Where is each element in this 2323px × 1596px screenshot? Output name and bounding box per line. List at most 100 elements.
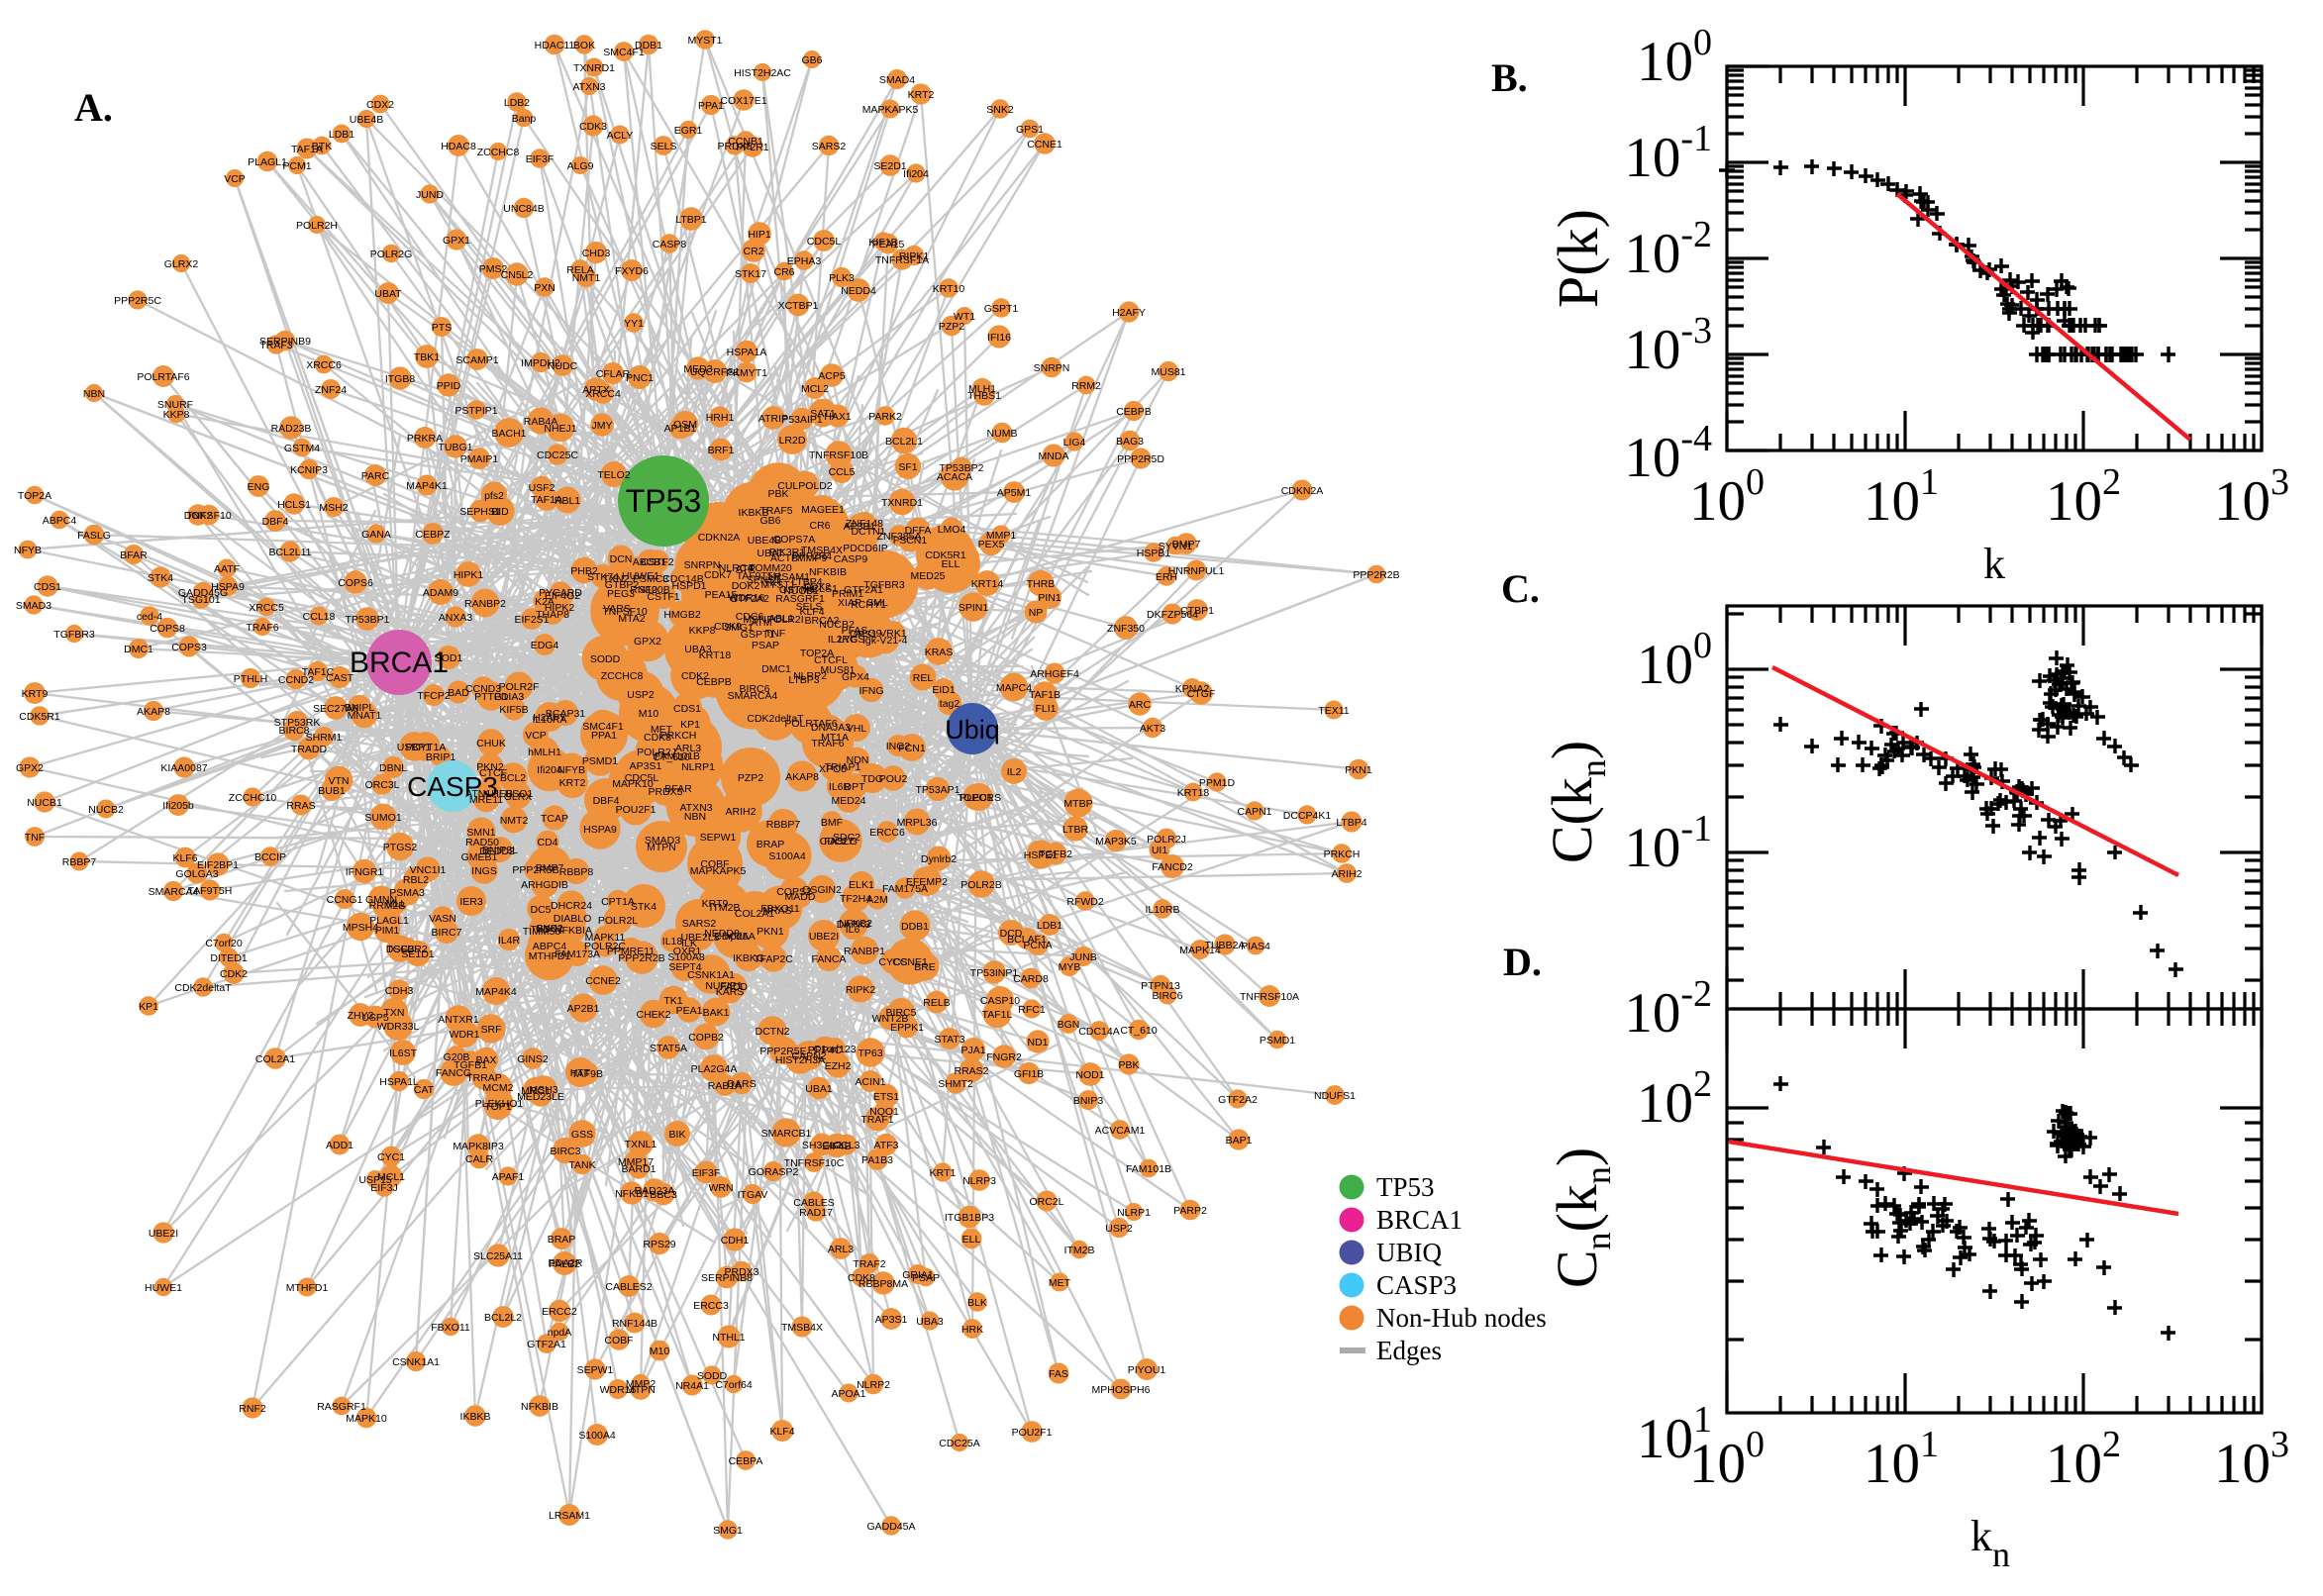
svg-text:ACVCAM1: ACVCAM1	[1095, 1125, 1146, 1137]
svg-text:CCNG1: CCNG1	[327, 894, 363, 906]
svg-text:LTBP4: LTBP4	[1336, 817, 1366, 829]
svg-text:TKT: TKT	[763, 577, 783, 589]
svg-text:Banp: Banp	[512, 113, 537, 125]
svg-text:RNF2: RNF2	[239, 1403, 266, 1415]
svg-text:CDK2deltaT: CDK2deltaT	[747, 713, 804, 725]
svg-text:WDR16: WDR16	[600, 1384, 637, 1396]
svg-text:NLRP1: NLRP1	[1117, 1207, 1151, 1219]
svg-text:BIRC6: BIRC6	[1153, 990, 1183, 1002]
svg-text:PSAP: PSAP	[752, 640, 779, 651]
svg-text:LR2D: LR2D	[779, 435, 806, 447]
svg-text:K2A: K2A	[535, 596, 555, 608]
svg-text:TNFRSF10B: TNFRSF10B	[809, 449, 868, 461]
svg-text:SEPHS1: SEPHS1	[459, 506, 501, 518]
svg-text:CSTF1: CSTF1	[647, 591, 679, 603]
svg-text:COX17E1: COX17E1	[720, 95, 766, 107]
svg-text:HIST2H2AC: HIST2H2AC	[734, 67, 791, 79]
svg-text:HSPA1A: HSPA1A	[727, 347, 767, 358]
svg-text:HUWE1: HUWE1	[145, 1282, 182, 1294]
svg-text:TXNL1: TXNL1	[625, 1139, 657, 1150]
svg-text:BAK1: BAK1	[703, 1007, 730, 1019]
svg-text:TP53INP1: TP53INP1	[970, 967, 1019, 979]
svg-text:MET: MET	[1049, 1277, 1071, 1289]
svg-text:EZH2: EZH2	[825, 1060, 852, 1072]
svg-text:ARC: ARC	[1129, 699, 1152, 711]
svg-text:HIST2H3A: HIST2H3A	[775, 1054, 825, 1066]
svg-text:CABLES2: CABLES2	[605, 1281, 652, 1293]
svg-text:FAS: FAS	[1049, 1368, 1068, 1380]
svg-text:SMN1: SMN1	[466, 827, 495, 839]
svg-text:CSNK1A1: CSNK1A1	[392, 1356, 440, 1368]
svg-text:PPP2R5B: PPP2R5B	[512, 864, 558, 876]
svg-text:npdA: npdA	[548, 1327, 572, 1339]
svg-text:YY1: YY1	[624, 318, 644, 330]
svg-text:TX5: TX5	[530, 924, 549, 936]
svg-text:DCCP4K1: DCCP4K1	[1283, 810, 1332, 822]
svg-text:NEDD4: NEDD4	[841, 285, 876, 297]
svg-text:KCNIP3: KCNIP3	[290, 464, 328, 476]
svg-text:PDIA3: PDIA3	[494, 691, 525, 703]
svg-text:CCND2: CCND2	[278, 674, 314, 686]
svg-text:CR2: CR2	[743, 246, 763, 257]
svg-text:RNF144B: RNF144B	[612, 1318, 657, 1330]
svg-text:ITGB8: ITGB8	[385, 373, 416, 385]
svg-text:MPSH4: MPSH4	[343, 922, 378, 934]
svg-text:HCLS1: HCLS1	[277, 499, 311, 511]
svg-text:CASP3: CASP3	[1376, 1270, 1457, 1300]
svg-text:PRDX3: PRDX3	[724, 1266, 758, 1278]
svg-text:PRKCH: PRKCH	[1324, 848, 1361, 860]
svg-text:NBN: NBN	[83, 388, 105, 400]
svg-text:MAPK10: MAPK10	[346, 1413, 387, 1425]
svg-text:DCTN2: DCTN2	[755, 1026, 789, 1038]
svg-text:NTHL1: NTHL1	[712, 1332, 745, 1344]
svg-text:ZHY2: ZHY2	[348, 1010, 374, 1022]
svg-text:CDS1: CDS1	[34, 581, 61, 593]
svg-text:TNF: TNF	[25, 832, 45, 844]
svg-text:KRT18: KRT18	[1177, 787, 1210, 799]
svg-text:NUDC: NUDC	[548, 360, 578, 372]
svg-text:KKP8: KKP8	[163, 409, 190, 421]
svg-text:SUMO1: SUMO1	[364, 812, 402, 824]
svg-text:KPNA2: KPNA2	[1175, 683, 1210, 695]
svg-text:CDK5R1: CDK5R1	[925, 549, 966, 561]
svg-text:CHD3: CHD3	[582, 248, 611, 259]
svg-text:IFNGR1: IFNGR1	[346, 866, 384, 878]
svg-text:SMARCB1: SMARCB1	[761, 1128, 812, 1140]
svg-text:COL2A1: COL2A1	[255, 1053, 295, 1065]
svg-text:CEBPZ: CEBPZ	[415, 529, 451, 541]
svg-text:BCL2: BCL2	[500, 772, 526, 784]
svg-text:CALR: CALR	[465, 1153, 493, 1165]
svg-text:JUNB: JUNB	[1069, 951, 1096, 963]
svg-text:PRKRA: PRKRA	[407, 433, 443, 445]
svg-text:CHEK2: CHEK2	[636, 1009, 670, 1021]
svg-text:TNFRSF1A: TNFRSF1A	[875, 254, 929, 266]
svg-text:COPB2: COPB2	[688, 1032, 724, 1044]
svg-text:GPX2: GPX2	[16, 762, 44, 774]
svg-text:B.: B.	[1491, 55, 1528, 100]
svg-text:CDH1: CDH1	[721, 1235, 750, 1247]
svg-text:DKFZP564: DKFZP564	[1147, 609, 1198, 621]
svg-text:RRM2B: RRM2B	[369, 900, 406, 912]
svg-text:TANK: TANK	[568, 1159, 595, 1171]
svg-text:CDC14A: CDC14A	[1078, 1026, 1119, 1038]
svg-text:BNIPL: BNIPL	[345, 702, 375, 714]
svg-text:CEBPB: CEBPB	[696, 676, 732, 688]
svg-text:POLR2H: POLR2H	[296, 220, 338, 232]
svg-text:WDR1: WDR1	[450, 1029, 480, 1041]
svg-text:VCP: VCP	[224, 173, 246, 185]
svg-text:AKAP8: AKAP8	[137, 706, 170, 718]
svg-text:ELL: ELL	[962, 1234, 981, 1246]
svg-text:CEBPB: CEBPB	[1116, 406, 1152, 418]
svg-text:EID1: EID1	[932, 684, 956, 696]
svg-text:EPPK1: EPPK1	[890, 1022, 924, 1034]
svg-text:LTBP1: LTBP1	[675, 214, 706, 226]
svg-text:SEPW1: SEPW1	[577, 1364, 614, 1376]
svg-text:KRT10: KRT10	[933, 283, 965, 295]
svg-text:DBF4: DBF4	[262, 516, 289, 528]
svg-text:EIF3F: EIF3F	[526, 153, 555, 165]
svg-text:CDC25A: CDC25A	[939, 1438, 979, 1449]
svg-text:BRE: BRE	[914, 961, 936, 973]
svg-text:ADAM9: ADAM9	[423, 587, 458, 599]
svg-text:LMO4: LMO4	[938, 524, 966, 536]
svg-text:RANBP2: RANBP2	[464, 598, 506, 610]
